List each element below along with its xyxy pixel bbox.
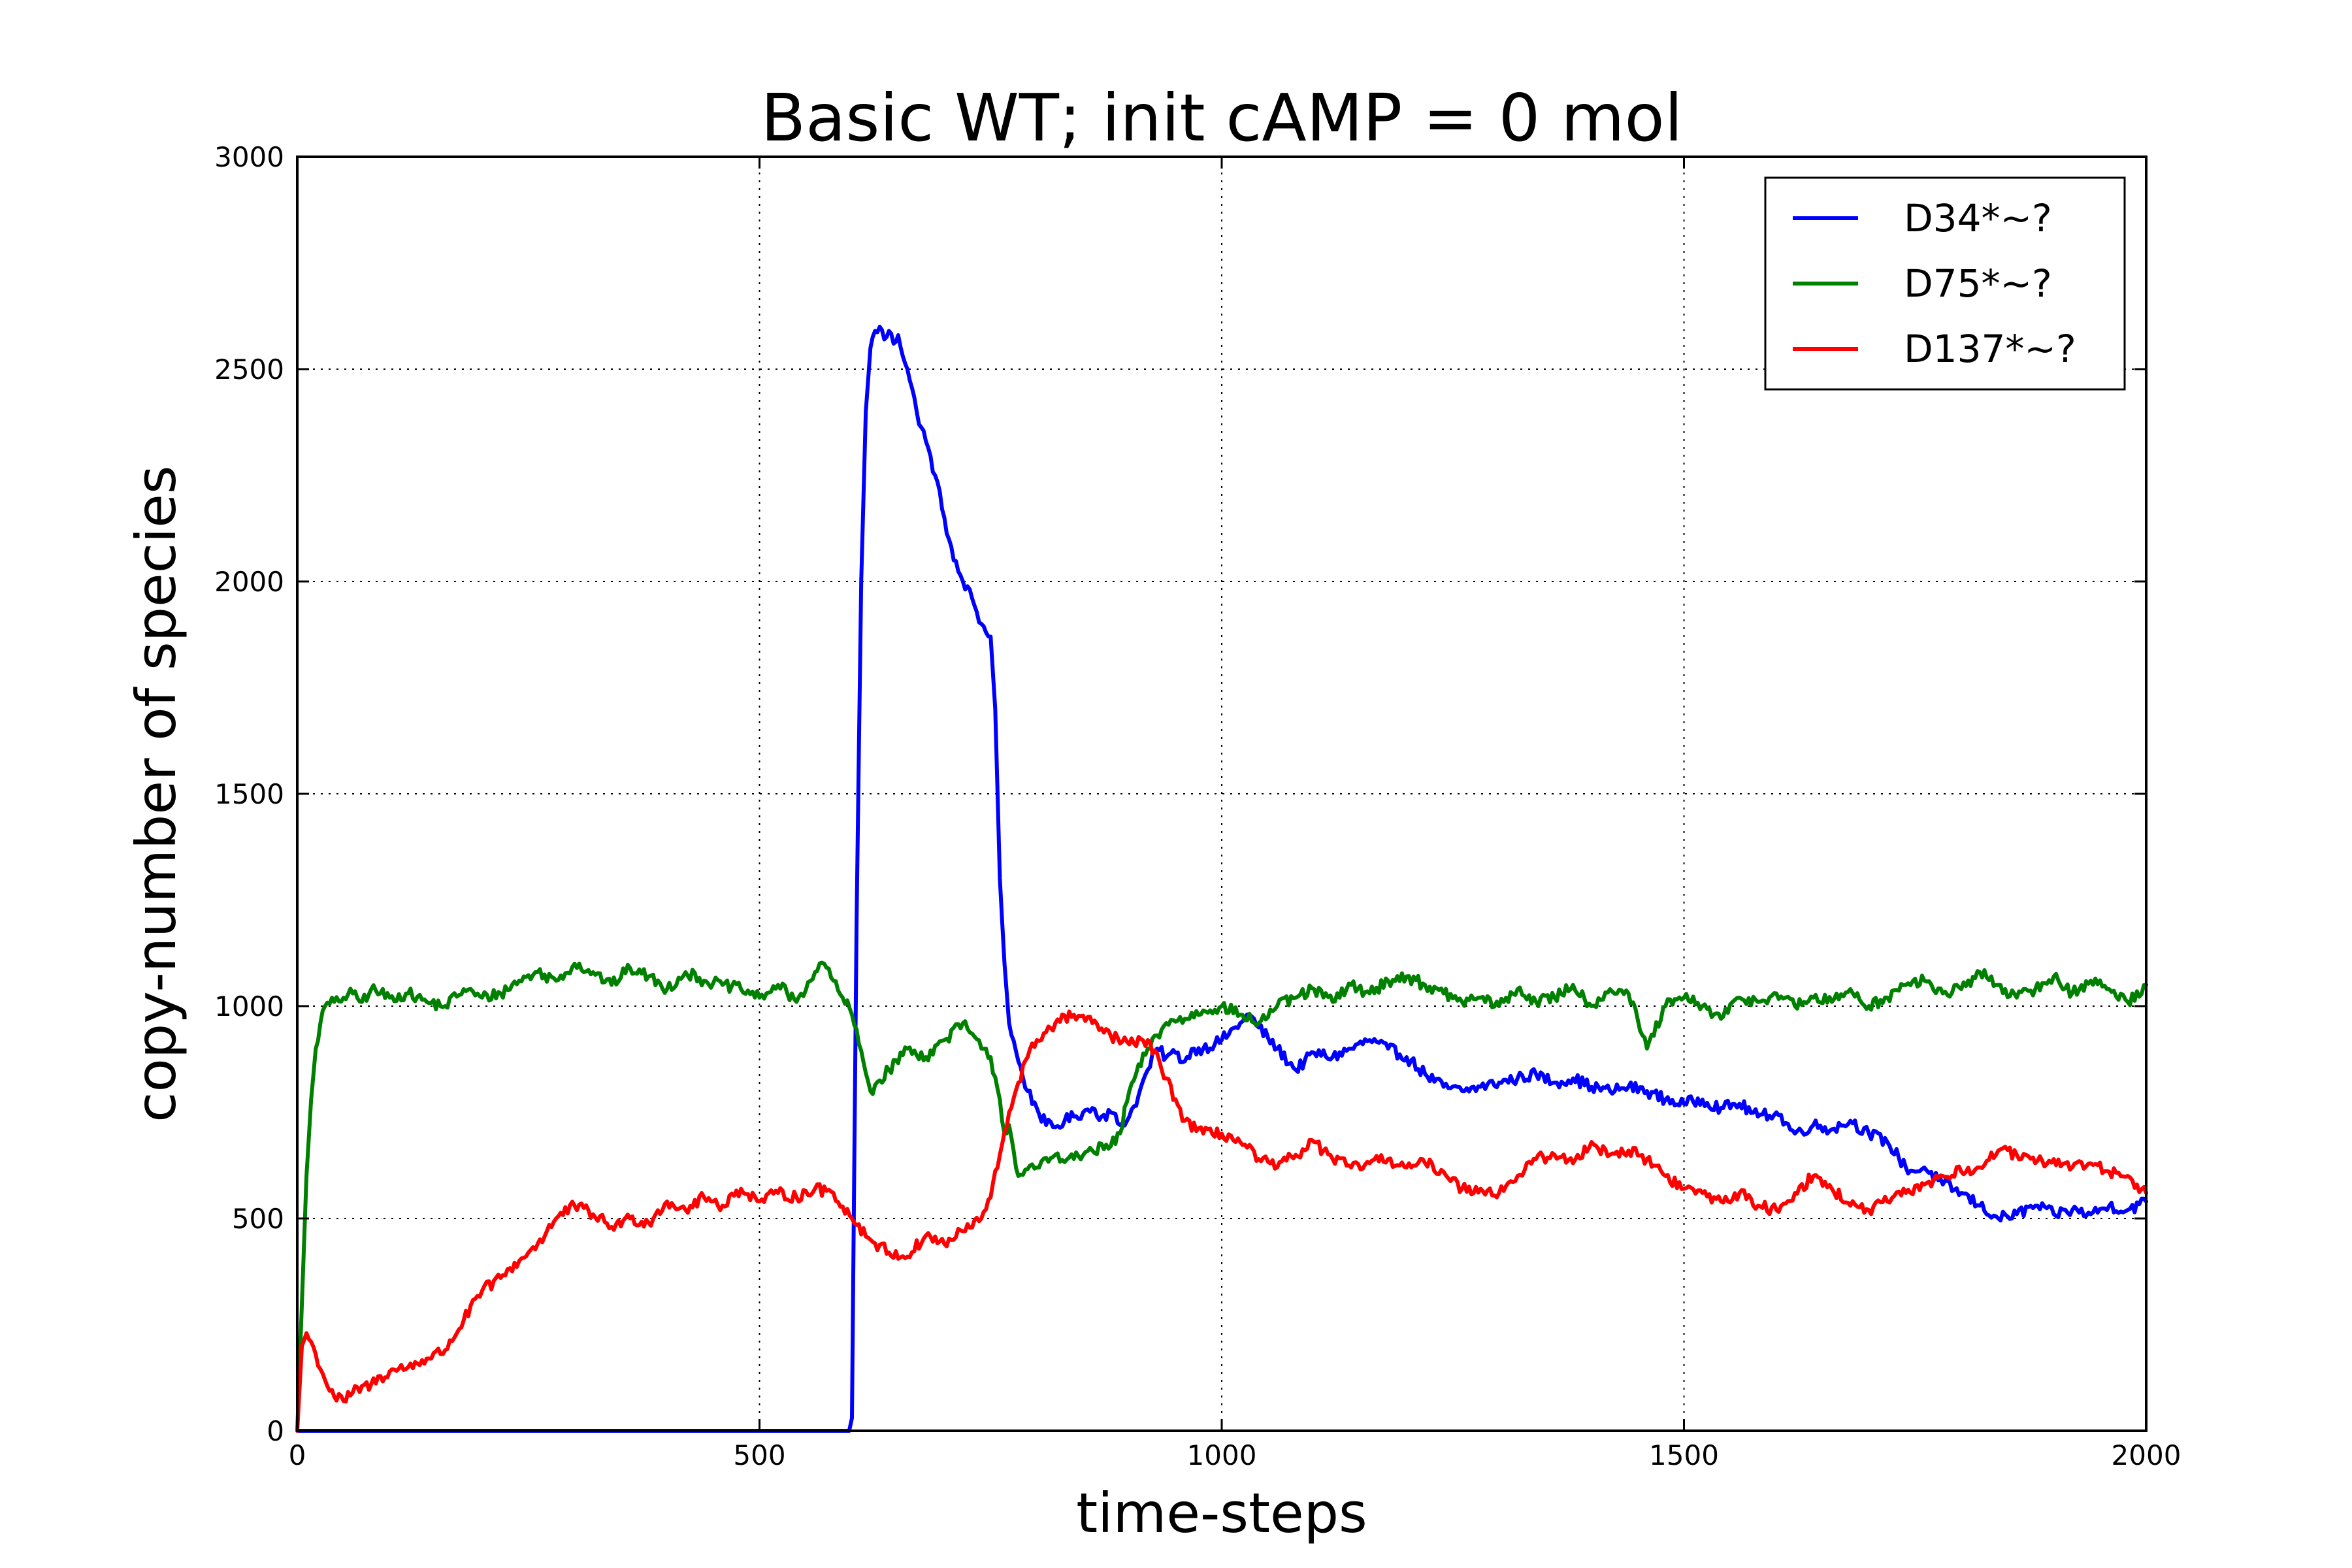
x-tick-label: 1500 (1649, 1439, 1719, 1471)
series-line-2 (295, 960, 2148, 1433)
legend-label: D75*~? (1904, 261, 2052, 306)
y-tick-label: 2000 (214, 566, 284, 598)
chart-title: Basic WT; init cAMP = 0 mol (760, 80, 1682, 156)
series-line-3 (295, 1009, 2148, 1433)
y-tick-label: 1000 (214, 990, 284, 1022)
ticks: 0 500 1000 1500 2000 0 500 1000 1500 2000 2500 3000 (214, 141, 2181, 1471)
y-tick-label: 3000 (214, 141, 284, 173)
y-axis-label: copy-number of species (124, 465, 188, 1122)
x-tick-label: 2000 (2112, 1439, 2181, 1471)
grid (297, 157, 2146, 1431)
y-tick-label: 2500 (214, 353, 284, 385)
x-axis-label: time-steps (1076, 1481, 1367, 1545)
y-tick-label: 1500 (214, 778, 284, 810)
x-tick-label: 1000 (1187, 1439, 1257, 1471)
y-tick-label: 500 (232, 1203, 284, 1235)
legend-label: D34*~? (1904, 196, 2052, 240)
legend: D34*~? D75*~? D137*~? (1764, 176, 2126, 391)
x-tick-label: 0 (289, 1439, 306, 1471)
y-tick-label: 0 (267, 1415, 284, 1447)
x-tick-label: 500 (733, 1439, 785, 1471)
legend-label: D137*~? (1904, 327, 2076, 371)
